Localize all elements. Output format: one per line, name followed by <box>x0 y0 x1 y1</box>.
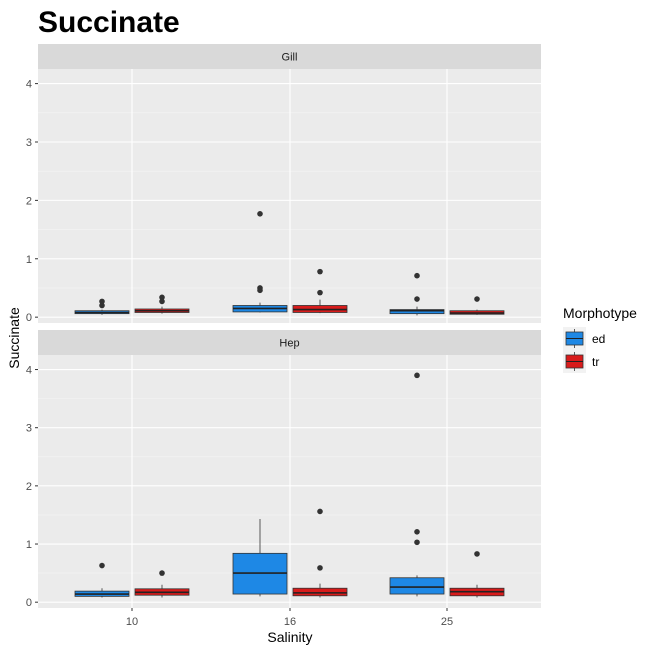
facet-strip-label: Hep <box>279 338 299 350</box>
legend-entry-label: tr <box>592 355 599 369</box>
y-tick-label: 1 <box>26 254 32 266</box>
x-tick-label: 10 <box>126 616 138 628</box>
box-25-ed <box>389 372 445 597</box>
y-tick-label: 2 <box>26 195 32 207</box>
outlier-point <box>159 570 165 576</box>
panel-hep: Hep 0 1 2 3 4 <box>26 330 541 609</box>
box-10-ed <box>74 562 130 598</box>
outlier-point <box>257 285 263 291</box>
outlier-point <box>414 372 420 379</box>
box-10-ed <box>74 298 130 315</box>
y-tick-label: 0 <box>26 597 32 609</box>
legend-entry-tr: tr <box>563 350 599 373</box>
y-axis-title: Succinate <box>6 307 22 369</box>
outlier-point <box>317 565 323 571</box>
x-axis: 10 16 25 <box>126 608 453 628</box>
box-10-tr <box>134 294 190 314</box>
y-tick-label: 4 <box>26 79 32 91</box>
box-25-tr <box>449 551 505 598</box>
y-tick-label: 2 <box>26 481 32 493</box>
facet-strip-label: Gill <box>282 52 298 64</box>
outlier-point <box>474 551 480 557</box>
x-tick-label: 25 <box>441 616 453 628</box>
x-axis-title: Salinity <box>267 629 312 645</box>
y-tick-label: 3 <box>26 137 32 149</box>
legend-entry-label: ed <box>592 332 605 346</box>
legend-entry-ed: ed <box>563 327 605 350</box>
outlier-point <box>99 302 105 309</box>
box-25-tr <box>449 296 505 315</box>
box-body <box>389 577 445 595</box>
outlier-point <box>159 294 165 301</box>
outlier-point <box>414 296 420 302</box>
box-body <box>292 587 348 597</box>
facet-strip <box>38 330 541 355</box>
box-16-ed <box>232 211 288 313</box>
legend-title: Morphotype <box>563 305 637 321</box>
y-tick-label: 1 <box>26 539 32 551</box>
outlier-point <box>474 296 480 302</box>
box-body <box>389 309 445 315</box>
box-16-ed <box>232 519 288 597</box>
outlier-point <box>99 298 105 305</box>
outlier-point <box>257 211 263 217</box>
box-10-tr <box>134 570 190 598</box>
chart-title: Succinate <box>38 6 180 39</box>
x-tick-label: 16 <box>284 616 296 628</box>
outlier-point <box>414 529 420 535</box>
facet-strip <box>38 44 541 69</box>
outlier-point <box>99 562 105 569</box>
box-16-tr <box>292 268 348 314</box>
box-16-tr <box>292 508 348 598</box>
facet-panels: Gill 0 1 2 3 4 Hep 0 1 2 3 4 <box>26 44 541 609</box>
outlier-point <box>317 268 323 275</box>
y-tick-label: 3 <box>26 423 32 435</box>
outlier-point <box>317 508 323 515</box>
y-tick-label: 0 <box>26 312 32 324</box>
outlier-point <box>159 298 165 305</box>
panel-gill: Gill 0 1 2 3 4 <box>26 44 541 324</box>
legend: Morphotype ed tr <box>563 305 637 373</box>
outlier-point <box>414 272 420 279</box>
outlier-point <box>414 539 420 546</box>
outlier-point <box>317 289 323 296</box>
box-25-ed <box>389 272 445 316</box>
y-tick-label: 4 <box>26 365 32 377</box>
